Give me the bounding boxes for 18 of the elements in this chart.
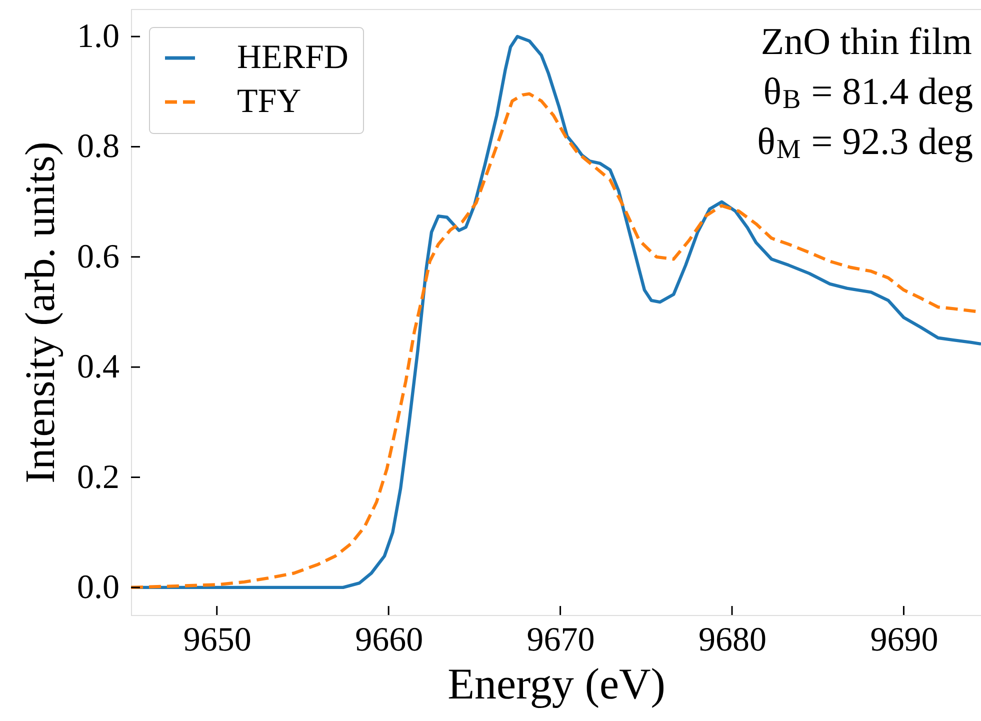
x-tick-label: 9690 xyxy=(870,622,938,658)
y-tick-label: 0.8 xyxy=(77,128,120,166)
x-tick-label: 9680 xyxy=(698,622,767,658)
x-tick-label: 9660 xyxy=(355,622,424,658)
y-tick-label: 0.0 xyxy=(77,568,120,606)
legend-label: HERFD xyxy=(237,39,348,76)
x-tick-label: 9670 xyxy=(526,622,595,658)
y-tick-label: 1.0 xyxy=(77,18,120,56)
y-axis-title: Intensity (arb. units) xyxy=(18,142,64,484)
x-axis-title: Energy (eV) xyxy=(448,660,666,708)
legend-label: TFY xyxy=(237,83,302,120)
y-tick-label: 0.4 xyxy=(77,348,120,386)
y-tick-label: 0.2 xyxy=(77,458,120,496)
y-tick-label: 0.6 xyxy=(77,238,120,276)
x-tick-label: 9650 xyxy=(183,622,252,658)
annotation: θB = 81.4 deg xyxy=(763,71,973,114)
annotation: θM = 92.3 deg xyxy=(757,121,973,164)
annotation: ZnO thin film xyxy=(760,21,972,63)
